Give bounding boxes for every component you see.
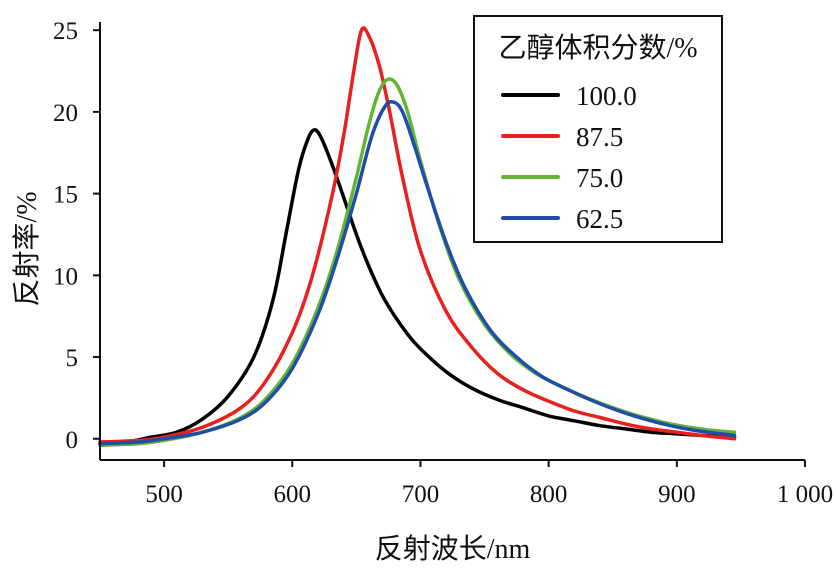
legend-box — [473, 15, 723, 243]
y-tick-label: 10 — [53, 263, 78, 290]
y-axis-ticks: 0 5 10 15 20 25 — [53, 18, 100, 454]
y-tick-label: 25 — [53, 18, 78, 45]
series-line-100-0 — [98, 128, 737, 446]
x-tick-label: 1 000 — [777, 481, 833, 508]
x-tick-label: 800 — [530, 481, 568, 508]
legend-label: 87.5 — [576, 122, 623, 152]
series-line-87-5 — [98, 26, 737, 444]
legend-label: 75.0 — [576, 163, 623, 193]
y-tick-label: 5 — [66, 345, 79, 372]
legend-label: 62.5 — [576, 204, 623, 234]
y-tick-label: 0 — [66, 427, 79, 454]
series-layer — [98, 26, 737, 448]
y-tick-label: 20 — [53, 100, 78, 127]
x-tick-label: 900 — [658, 481, 696, 508]
series-line-62-5 — [98, 99, 737, 446]
y-tick-label: 15 — [53, 182, 78, 209]
legend: 乙醇体积分数/% 100.0 87.5 75.0 62.5 — [473, 15, 723, 243]
y-axis-title: 反射率/% — [11, 191, 43, 306]
x-axis-ticks: 500 600 700 800 900 1 000 — [145, 460, 833, 508]
legend-label: 100.0 — [576, 81, 637, 111]
legend-items: 100.0 87.5 75.0 62.5 — [501, 81, 637, 234]
x-tick-label: 700 — [402, 481, 440, 508]
x-axis-title: 反射波长/nm — [375, 533, 531, 565]
legend-title: 乙醇体积分数/% — [498, 32, 697, 64]
x-tick-label: 500 — [145, 481, 183, 508]
x-tick-label: 600 — [274, 481, 312, 508]
